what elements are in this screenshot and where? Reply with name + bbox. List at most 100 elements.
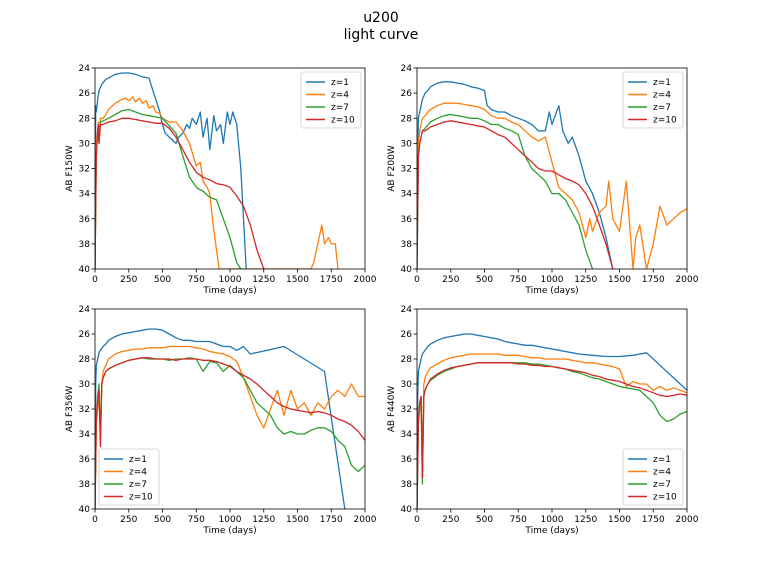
y-tick-label: 28 [79,355,91,365]
y-tick-label: 40 [79,265,91,275]
legend: z=1 z=4 z=7 z=10 [622,71,684,129]
y-tick-label: 36 [401,215,413,225]
y-tick-label: 26 [401,330,413,340]
y-axis-label: AB F200W [387,145,397,192]
y-tick-label: 34 [79,190,91,200]
y-tick-label: 28 [79,114,91,124]
series-line-z-4 [417,102,687,269]
x-tick-label: 1250 [574,515,597,525]
x-tick-label: 0 [92,275,98,285]
y-tick-label: 34 [79,430,91,440]
y-tick-label: 24 [401,64,413,74]
y-tick-label: 36 [79,215,91,225]
legend-label-z-7: z=7 [653,103,671,113]
legend: z=1 z=4 z=7 z=10 [300,71,362,129]
x-tick-label: 1750 [320,515,343,525]
y-tick-label: 26 [79,330,91,340]
legend-label-z-7: z=7 [129,480,147,490]
series-line-z-4 [95,345,365,509]
x-tick-label: 1500 [608,275,631,285]
series-line-z-4 [95,96,339,269]
y-axis-label: AB F150W [65,145,75,192]
x-tick-label: 750 [510,275,527,285]
x-tick-label: 1750 [642,275,665,285]
x-axis-label: Time (days) [524,526,578,536]
y-axis-label: AB F356W [65,386,75,433]
legend-label-z-10: z=10 [653,493,677,503]
y-tick-label: 36 [401,455,413,465]
y-tick-label: 32 [79,165,90,175]
x-tick-label: 250 [120,515,137,525]
x-tick-label: 500 [154,275,171,285]
legend-label-z-4: z=4 [653,91,671,101]
y-tick-label: 30 [401,380,413,390]
x-tick-label: 750 [188,515,205,525]
legend-box [98,448,160,506]
series-line-z-1 [95,72,247,269]
legend-label-z-1: z=1 [331,78,349,88]
y-tick-label: 28 [401,355,413,365]
x-axis-label: Time (days) [202,526,256,536]
x-tick-label: 1500 [286,275,309,285]
y-tick-label: 30 [79,380,91,390]
y-tick-label: 26 [79,89,91,99]
x-tick-label: 250 [442,275,459,285]
x-tick-label: 0 [414,275,420,285]
x-tick-label: 1000 [541,275,564,285]
y-tick-label: 24 [79,305,91,315]
panel-f356w: 0 250 500 750 1000 1250 1500 1750 2000 24 26 28 30 32… [65,305,377,536]
x-tick-label: 500 [476,275,493,285]
legend: z=1 z=4 z=7 z=10 [622,448,684,506]
legend-label-z-10: z=10 [653,116,677,126]
y-tick-label: 28 [401,114,413,124]
legend-label-z-4: z=4 [653,468,671,478]
x-tick-label: 2000 [354,515,377,525]
x-tick-label: 1250 [252,515,275,525]
x-tick-label: 500 [154,515,171,525]
legend-label-z-1: z=1 [653,78,671,88]
y-tick-label: 40 [401,505,413,515]
x-tick-label: 500 [476,515,493,525]
x-tick-label: 2000 [354,275,377,285]
legend-label-z-10: z=10 [129,493,153,503]
series-line-z-10 [95,117,265,269]
y-tick-label: 24 [401,305,413,315]
y-tick-label: 32 [401,405,412,415]
figure-title-line2: light curve [344,27,419,43]
y-tick-label: 38 [401,480,413,490]
legend-box [622,448,684,506]
x-tick-label: 1000 [541,515,564,525]
y-tick-label: 30 [401,139,413,149]
x-tick-label: 750 [188,275,205,285]
x-tick-label: 1000 [219,515,242,525]
y-tick-label: 24 [79,64,91,74]
y-tick-label: 30 [79,139,91,149]
legend: z=1 z=4 z=7 z=10 [98,448,160,506]
series-line-z-10 [417,362,687,509]
x-tick-label: 250 [120,275,137,285]
x-tick-label: 1750 [320,275,343,285]
series-line-z-1 [417,81,614,269]
x-tick-label: 0 [92,515,98,525]
panel-f440w: 0 250 500 750 1000 1250 1500 1750 2000 24 26 28 30 32… [387,305,699,536]
y-tick-label: 38 [401,240,413,250]
legend-label-z-4: z=4 [331,91,349,101]
y-tick-label: 34 [401,430,413,440]
y-tick-label: 32 [79,405,90,415]
panel-f150w: 0 250 500 750 1000 1250 1500 1750 2000 24 26 28 30 32… [65,64,377,296]
legend-label-z-7: z=7 [331,103,349,113]
series-line-z-4 [417,353,687,509]
x-tick-label: 1000 [219,275,242,285]
y-tick-label: 32 [401,165,412,175]
x-tick-label: 1250 [252,275,275,285]
x-axis-label: Time (days) [524,286,578,296]
series-line-z-10 [95,357,365,509]
x-tick-label: 250 [442,515,459,525]
legend-label-z-7: z=7 [653,480,671,490]
y-tick-label: 40 [401,265,413,275]
x-axis-label: Time (days) [202,286,256,296]
figure-title-line1: u200 [363,10,399,26]
x-tick-label: 1500 [286,515,309,525]
series-line-z-10 [417,120,614,269]
